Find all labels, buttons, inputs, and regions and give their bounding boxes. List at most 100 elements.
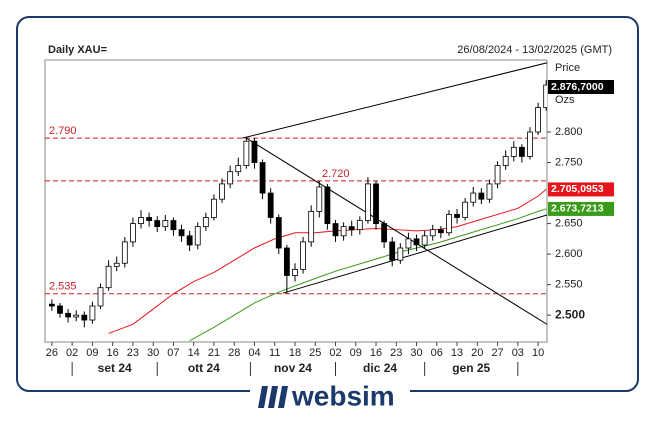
plot-frame xyxy=(44,59,548,343)
x-tick-label: 23 xyxy=(127,347,139,359)
candle-body xyxy=(251,140,258,163)
candle-body xyxy=(243,140,250,166)
ma-line xyxy=(189,208,547,342)
candle-body xyxy=(138,217,144,224)
candle-body xyxy=(373,183,379,224)
candle-body xyxy=(154,220,161,228)
month-label: ott 24 xyxy=(188,361,220,375)
candle-body xyxy=(397,247,404,261)
candle-body xyxy=(510,146,517,157)
level-label: 2.535 xyxy=(49,281,77,293)
x-tick-label: 25 xyxy=(309,347,321,359)
ma-label: 2.673,7213 xyxy=(551,203,604,215)
candle-body xyxy=(57,305,63,314)
candle-body xyxy=(65,312,71,318)
candle-body xyxy=(267,192,274,218)
candle-body xyxy=(178,229,185,237)
candle-body xyxy=(518,146,525,157)
x-tick-label: 02 xyxy=(66,347,78,359)
candle-body xyxy=(535,107,541,133)
level-label: 2.790 xyxy=(49,125,77,137)
x-tick-label: 27 xyxy=(491,347,503,359)
candle-body xyxy=(527,131,533,157)
plot xyxy=(45,62,547,342)
candle-body xyxy=(211,198,217,218)
x-tick-label: 21 xyxy=(208,347,220,359)
candle-body xyxy=(389,241,396,261)
candle-body xyxy=(462,201,469,218)
candle-body xyxy=(227,171,234,185)
candle-body xyxy=(194,226,201,246)
ma-label-box xyxy=(548,182,614,197)
candle-body xyxy=(332,223,339,237)
candle-body xyxy=(235,165,242,173)
x-tick-label: 03 xyxy=(512,347,524,359)
candle-body xyxy=(421,235,428,246)
candle-body xyxy=(494,165,501,185)
x-tick-label: 30 xyxy=(147,347,159,359)
candle-body xyxy=(502,156,509,166)
ma-label: 2.705,0953 xyxy=(551,183,604,195)
candle-body xyxy=(162,220,169,228)
x-tick-label: 13 xyxy=(451,347,463,359)
last-price-box xyxy=(548,80,614,94)
x-tick-label: 16 xyxy=(370,347,382,359)
ma-label-box xyxy=(548,201,614,216)
x-tick-label: 09 xyxy=(86,347,98,359)
candle-body xyxy=(478,192,485,200)
trendline xyxy=(246,137,547,325)
y-tick-label: 2.650 xyxy=(555,217,583,229)
x-tick-label: 23 xyxy=(390,347,402,359)
candle-body xyxy=(470,192,477,203)
x-tick-label: 06 xyxy=(431,347,443,359)
candle-body xyxy=(340,226,347,237)
month-label: gen 25 xyxy=(452,361,490,375)
x-tick-label: 28 xyxy=(228,347,240,359)
candle-body xyxy=(219,183,225,200)
trendline xyxy=(282,214,547,294)
x-tick-label: 11 xyxy=(269,347,280,359)
month-label: nov 24 xyxy=(274,361,312,375)
y-tick-label: 2.500 xyxy=(555,307,585,321)
candle-body xyxy=(146,217,153,221)
candle-body xyxy=(292,268,298,276)
candle-body xyxy=(202,217,209,228)
candle-body xyxy=(429,229,436,237)
candle-body xyxy=(275,217,282,249)
brand: websim xyxy=(291,380,395,411)
x-tick-label: 26 xyxy=(46,347,58,359)
x-tick-label: 30 xyxy=(410,347,422,359)
candle-body xyxy=(365,183,371,221)
y-tick-label: 2.800 xyxy=(555,126,583,138)
x-tick-label: 07 xyxy=(167,347,179,359)
x-tick-label: 14 xyxy=(188,347,200,359)
y-tick-label: 2.750 xyxy=(555,156,583,168)
month-label: set 24 xyxy=(98,361,132,375)
candle-body xyxy=(348,226,355,231)
candle-body xyxy=(486,183,493,200)
y-tick-label: 2.550 xyxy=(555,279,583,291)
x-tick-label: 20 xyxy=(471,347,483,359)
x-tick-label: 16 xyxy=(107,347,119,359)
candle-body xyxy=(543,84,547,109)
candle-body xyxy=(405,238,412,249)
y-tick-label: 2.600 xyxy=(555,248,583,260)
x-tick-label: 18 xyxy=(289,347,301,359)
candle-body xyxy=(97,287,104,307)
candle-body xyxy=(308,210,315,243)
x-tick-label: 09 xyxy=(350,347,362,359)
candle-body xyxy=(300,241,306,270)
candle-body xyxy=(259,162,266,194)
candle-body xyxy=(73,314,80,318)
candle-body xyxy=(113,262,120,267)
y-axis-label: Price xyxy=(555,62,580,74)
x-tick-label: 10 xyxy=(532,347,544,359)
candle-body xyxy=(381,223,388,243)
trendline xyxy=(242,62,547,139)
candle-body xyxy=(121,241,128,264)
candle-body xyxy=(316,186,323,212)
candle-body xyxy=(324,186,331,224)
candle-body xyxy=(81,314,88,321)
last-price-label: 2.876,7000 xyxy=(551,81,604,93)
